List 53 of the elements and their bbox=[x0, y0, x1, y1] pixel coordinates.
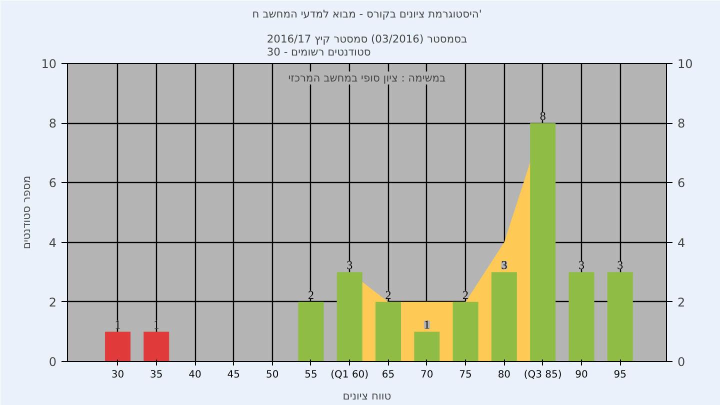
y-tick-label: 0 bbox=[48, 355, 57, 369]
bar bbox=[491, 272, 517, 362]
y-tick-label: 4 bbox=[48, 236, 57, 250]
bar bbox=[376, 302, 402, 362]
x-tick-label: 95 bbox=[614, 370, 626, 380]
data-label: 1 bbox=[424, 318, 430, 332]
x-tick-label: 80 bbox=[498, 370, 511, 380]
bar bbox=[298, 302, 324, 362]
x-tick-label: 45 bbox=[227, 370, 240, 380]
x-tick-label: (Q1 60) bbox=[330, 370, 369, 380]
y2-tick-label: 6 bbox=[678, 176, 686, 190]
bar bbox=[607, 272, 633, 362]
chart-subtitle: בסמסטר (03/2016) סמסטר קיץ 2016/17 סטודנטים רשומים - 30 bbox=[266, 32, 468, 58]
data-label: 8 bbox=[540, 109, 546, 124]
x-tick-label: 65 bbox=[382, 370, 395, 380]
data-label: 2 bbox=[462, 288, 469, 302]
bar bbox=[452, 302, 478, 362]
y2-tick-label: 2 bbox=[678, 295, 686, 310]
data-label: 1 bbox=[114, 318, 121, 332]
data-label: 3 bbox=[346, 258, 353, 272]
x-tick-label: 75 bbox=[459, 370, 472, 380]
x-tick-label: 35 bbox=[150, 370, 163, 380]
x-tick-label: 70 bbox=[420, 370, 434, 380]
bar bbox=[336, 272, 362, 362]
y-axis-title: מספר סטודנטים bbox=[20, 176, 34, 250]
y2-tick-label: 8 bbox=[678, 116, 686, 131]
y-tick-label: 6 bbox=[48, 176, 57, 190]
y-tick-label: 10 bbox=[41, 57, 57, 71]
chart-title: היסטוגרמת ציונים בקורס - מבוא למדעי המחשב ח' bbox=[252, 8, 482, 20]
data-label: 2 bbox=[385, 288, 392, 302]
y-tick-label: 2 bbox=[48, 295, 57, 310]
bar bbox=[414, 332, 440, 362]
annotation: במשימה : ציון סופי במחשב המרכזי bbox=[288, 72, 446, 84]
data-label: 2 bbox=[308, 288, 314, 302]
x-axis-title: טווח ציונים bbox=[342, 390, 392, 402]
x-tick-label: 55 bbox=[304, 370, 318, 380]
data-label: 3 bbox=[578, 258, 584, 272]
y2-tick-label: 4 bbox=[678, 236, 686, 250]
bar bbox=[144, 332, 170, 362]
bar bbox=[568, 272, 594, 362]
x-tick-label: 40 bbox=[188, 370, 202, 380]
y-tick-label: 8 bbox=[48, 116, 57, 131]
x-tick-label: 30 bbox=[111, 370, 124, 380]
data-label: 1 bbox=[153, 318, 160, 332]
x-tick-label: 50 bbox=[266, 370, 279, 380]
data-label: 3 bbox=[501, 258, 508, 272]
x-tick-label: (Q3 85) bbox=[524, 370, 562, 380]
y2-tick-label: 0 bbox=[678, 355, 686, 369]
bar bbox=[530, 123, 556, 362]
bar bbox=[104, 332, 130, 362]
y2-tick-label: 10 bbox=[678, 57, 693, 71]
data-label: 3 bbox=[617, 258, 624, 272]
x-tick-label: 90 bbox=[575, 370, 588, 380]
